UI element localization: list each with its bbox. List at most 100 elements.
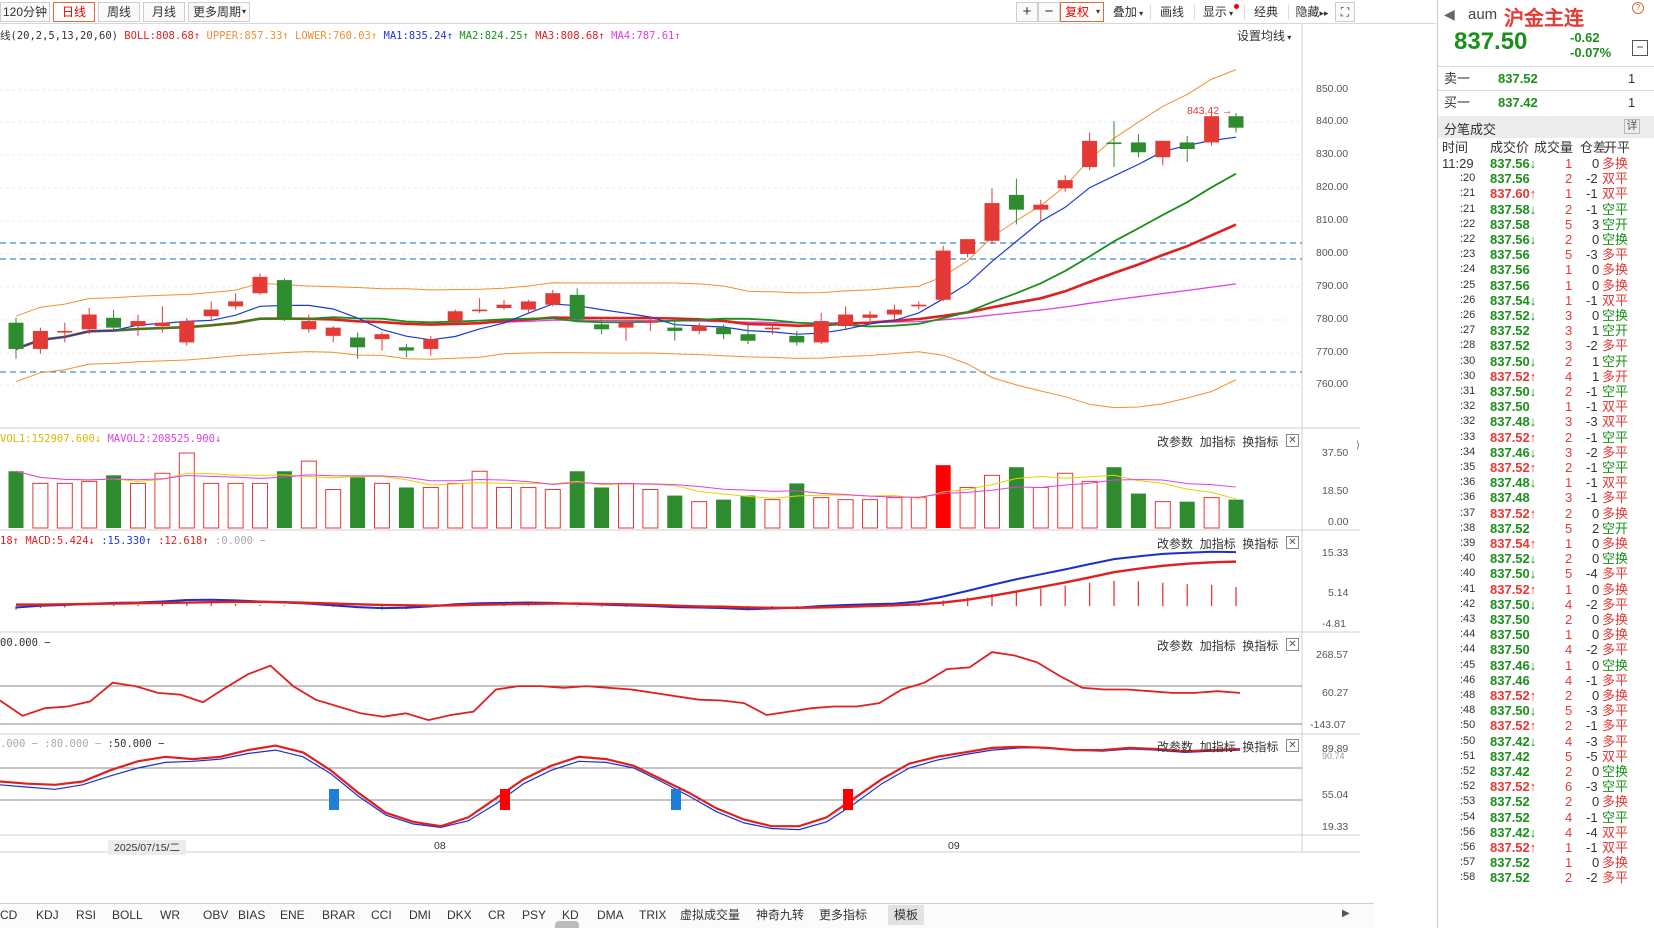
collapse-quote-icon[interactable]: − [1632,40,1648,56]
tick-row: :32 837.48↓ 3 -3 双平 [1438,414,1654,429]
macd-add-indicator-button[interactable]: 加指标 [1199,537,1236,551]
tick-volume: 2 [1565,201,1573,217]
volume-bar [130,482,146,529]
ma-settings-dropdown[interactable]: 设置均线 ▾ [1237,27,1291,44]
col-volume: 成交量 [1534,140,1574,155]
kdj-swap-indicator-button[interactable]: 换指标 [1242,740,1279,754]
fullscreen-button[interactable]: ⛶ [1335,2,1355,22]
indicator-tab-5[interactable]: OBV [203,908,229,922]
tick-oi-change: -1 [1586,384,1598,399]
indicator-tab-20[interactable]: 模板 [888,905,925,925]
arrow-up-icon: ↑ [12,535,19,547]
volume-swap-indicator-button[interactable]: 换指标 [1242,435,1279,449]
zoom-out-button[interactable]: − [1038,2,1060,22]
tick-price: 837.48 [1490,490,1530,506]
macd-swap-indicator-button[interactable]: 换指标 [1242,537,1279,551]
period-120min-button[interactable]: 120分钟 [0,2,50,22]
indicator-tab-14[interactable]: KD [562,908,579,922]
more-periods-dropdown[interactable]: 更多周期 ▾ [188,2,250,22]
tick-time: :45 [1460,658,1476,671]
collapse-handle-icon[interactable]: ⟩ [1356,440,1360,451]
tick-time: :22 [1460,217,1476,230]
tick-time: :24 [1460,263,1476,276]
tick-time: :48 [1460,689,1476,701]
tick-row: :25 837.56 1 0 多换 [1438,278,1654,293]
fuquan-dropdown[interactable]: 复权 ▾ [1060,2,1104,22]
tick-price: 837.52 [1490,870,1530,886]
indicator-tab-7[interactable]: ENE [280,908,305,922]
kdj-params-button[interactable]: 改参数 [1157,740,1194,754]
chevron-down-icon: ▾ [1226,9,1234,18]
col-oi-change: 仓差 [1580,140,1607,155]
tick-open-close: 多换 [1602,156,1629,171]
volume-bar [1081,480,1098,529]
close-icon[interactable]: ✕ [1286,536,1299,549]
prev-symbol-icon[interactable]: ◀ [1444,6,1455,22]
close-icon[interactable]: ✕ [1286,739,1299,752]
info-icon[interactable]: ? [1632,2,1644,14]
classic-button[interactable]: 经典 [1253,5,1278,19]
indicator-tab-6[interactable]: BIAS [238,908,266,922]
arrow-up-icon: ↑ [522,30,529,42]
indicator-tab-4[interactable]: WR [160,908,180,922]
period-daily-button[interactable]: 日线 [53,2,95,22]
zoom-in-button[interactable]: + [1016,2,1038,22]
symbol-name: 沪金主连 [1504,8,1584,30]
price-axis-label: 770.00 [1316,346,1349,358]
kdj-legend: .000 − :80.000 − :50.000 − [0,738,164,750]
volume-add-indicator-button[interactable]: 加指标 [1199,435,1236,449]
tick-row: :36 837.48↓ 1 -1 双平 [1438,475,1654,490]
indicator-tab-9[interactable]: CCI [371,908,392,922]
indicator-tab-10[interactable]: DMI [409,908,431,922]
kline-chart-canvas[interactable] [0,0,1360,903]
chevron-down-icon: ▾ [1095,7,1100,16]
cci-params-button[interactable]: 改参数 [1157,639,1194,653]
volume-bar [178,452,195,529]
close-icon[interactable]: ✕ [1286,434,1299,447]
indicator-tab-13[interactable]: PSY [522,908,547,922]
indicator-tab-18[interactable]: 神奇九转 [756,908,805,922]
cci-add-indicator-button[interactable]: 加指标 [1199,639,1236,653]
tick-oi-change: -2 [1586,444,1598,460]
ticks-detail-button[interactable]: 详 [1624,119,1640,134]
close-icon[interactable]: ✕ [1286,638,1299,651]
period-weekly-button[interactable]: 周线 [98,2,140,22]
tick-open-close: 多换 [1602,688,1629,703]
indicator-tab-15[interactable]: DMA [597,908,624,922]
tick-oi-change: 0 [1592,232,1600,247]
cci-swap-indicator-button[interactable]: 换指标 [1242,639,1279,653]
candle-body [886,309,902,315]
scroll-handle[interactable] [555,921,579,928]
candle-body [8,322,24,349]
kdj-add-indicator-button[interactable]: 加指标 [1199,740,1236,754]
display-dropdown[interactable]: 显示 ▾ [1198,2,1239,22]
indicator-tab-12[interactable]: CR [488,908,506,922]
tick-time: 11:29 [1442,156,1474,171]
candle-body [960,239,976,254]
signal-marker [500,789,510,810]
volume-bar [1032,486,1049,529]
macd-params-button[interactable]: 改参数 [1157,537,1194,551]
tab-scroll-right-icon[interactable]: ▶ [1342,908,1350,919]
overlay-dropdown[interactable]: 叠加 ▾ [1108,2,1148,22]
price-axis-label: 840.00 [1316,115,1349,127]
draw-line-button[interactable]: 画线 [1159,5,1184,19]
indicator-tab-8[interactable]: BRAR [322,908,356,922]
indicator-tab-16[interactable]: TRIX [639,908,667,922]
indicator-tab-19[interactable]: 更多指标 [819,908,868,922]
indicator-tab-17[interactable]: 虚拟成交量 [680,908,741,922]
volume-bar [594,487,610,528]
tick-row: :54 837.52 4 -1 空平 [1438,810,1654,825]
tick-time: :37 [1460,506,1476,519]
indicator-tab-11[interactable]: DKX [447,908,472,922]
candle-body [667,327,683,331]
period-monthly-button[interactable]: 月线 [143,2,185,22]
indicator-tab-0[interactable]: CD [0,908,18,922]
tick-time: :39 [1460,537,1476,549]
tick-oi-change: -3 [1586,247,1598,263]
hide-panel-button[interactable]: 隐藏▸▸ [1292,2,1332,22]
indicator-tab-2[interactable]: RSI [76,908,97,922]
indicator-tab-1[interactable]: KDJ [36,908,59,922]
volume-params-button[interactable]: 改参数 [1157,435,1194,449]
indicator-tab-3[interactable]: BOLL [112,908,143,922]
